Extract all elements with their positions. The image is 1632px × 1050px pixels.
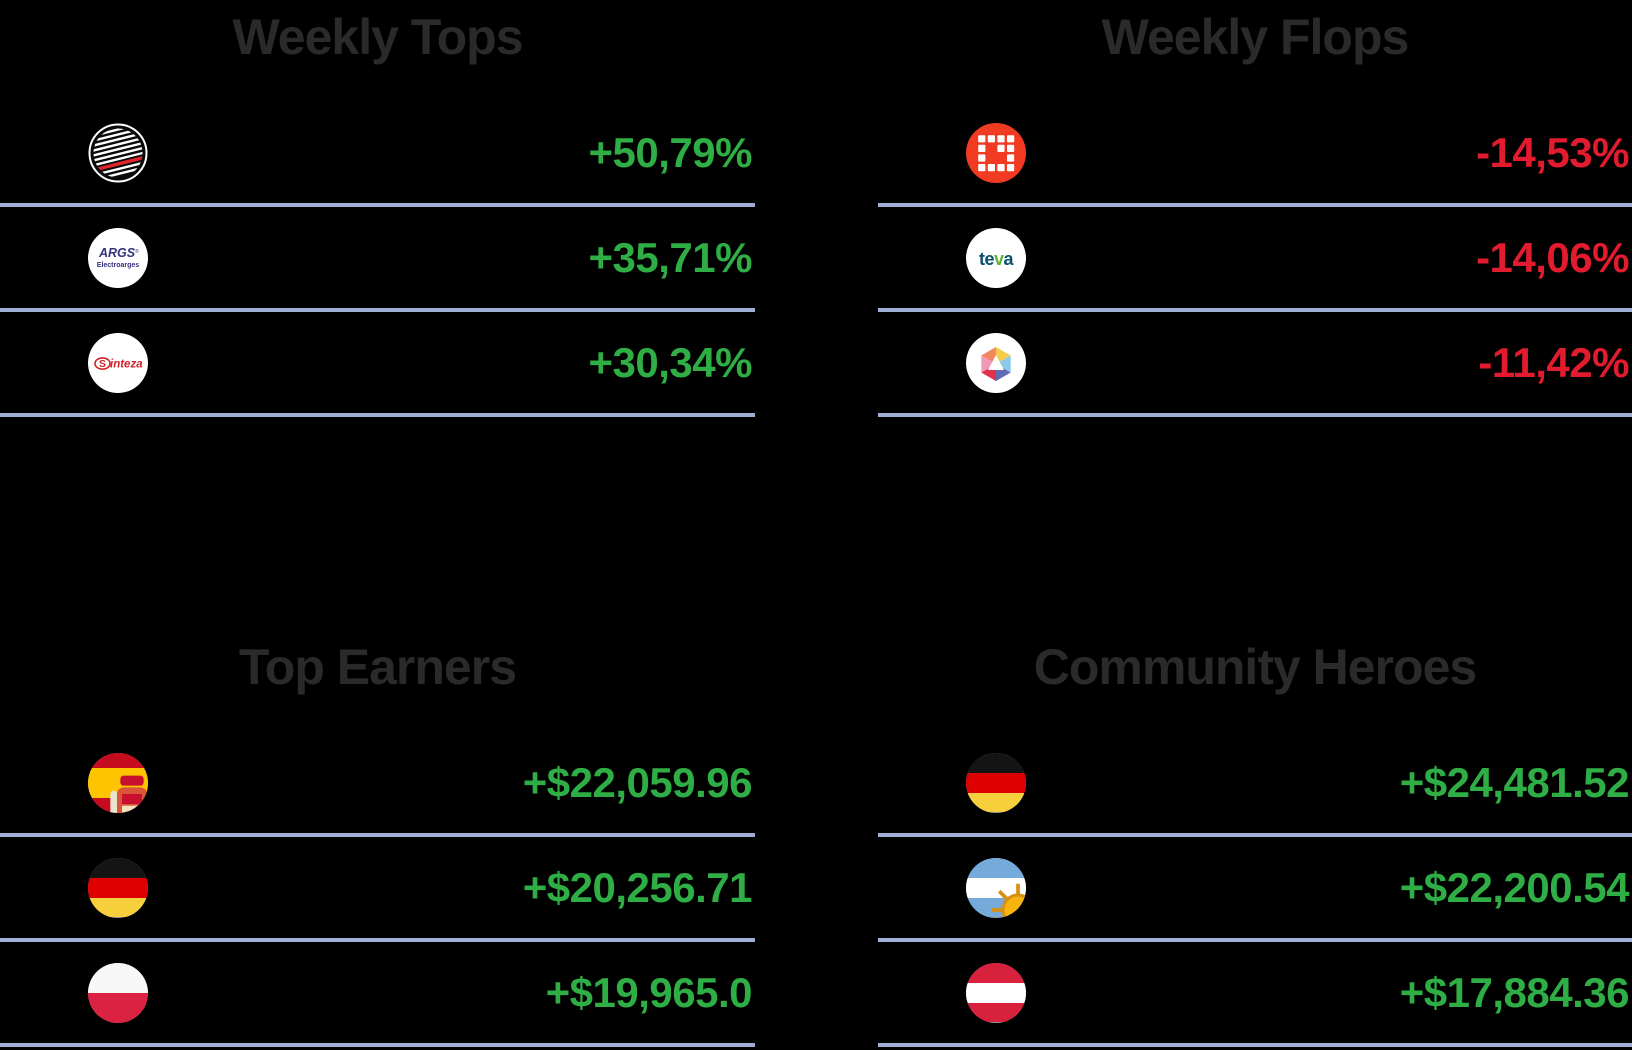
- change-value: -14,06%: [1476, 233, 1629, 281]
- germany-flag-icon: [88, 857, 148, 918]
- change-value: +$20,256.71: [522, 863, 753, 911]
- leaderboard-row[interactable]: +$19,965.0: [0, 942, 755, 1047]
- leaderboard-row[interactable]: -14,53%: [878, 102, 1632, 207]
- germany-flag-icon: [966, 752, 1026, 813]
- svg-text:ARGS: ARGS: [98, 246, 136, 260]
- poland-flag-icon: [88, 962, 148, 1023]
- argentina-flag-icon: [966, 857, 1026, 918]
- teva-logo-icon: teva: [966, 227, 1026, 288]
- weekly-tops-section: Weekly Tops +50,79% ARGS ® Electroarges +35,…: [0, 0, 755, 417]
- svg-text:Electroarges: Electroarges: [97, 262, 140, 269]
- red-grid-logo-icon: [966, 122, 1026, 183]
- spain-flag-icon: [88, 752, 148, 813]
- leaderboard-rows: +$24,481.52 +$22,200.54 +$17,884.36: [878, 732, 1632, 1047]
- weekly-flops-section: Weekly Flops -14,53% teva -14,06% -11,42%: [878, 0, 1632, 417]
- change-value: -11,42%: [1478, 338, 1629, 386]
- community-heroes-section: Community Heroes +$24,481.52 +$22,200.54 +…: [878, 630, 1632, 1047]
- change-value: -14,53%: [1476, 128, 1629, 176]
- prism-hexagon-logo-icon: [966, 332, 1026, 393]
- leaderboard-row[interactable]: +$22,200.54: [878, 837, 1632, 942]
- top-earners-section: Top Earners +$22,059.96 +$20,256.71 +$19,9…: [0, 630, 755, 1047]
- svg-text:S: S: [99, 358, 106, 370]
- leaderboard-row[interactable]: +$17,884.36: [878, 942, 1632, 1047]
- austria-flag-icon: [966, 962, 1026, 1023]
- svg-text:teva: teva: [979, 249, 1015, 269]
- electroarges-logo-icon: ARGS ® Electroarges: [88, 227, 148, 288]
- section-title: Top Earners: [238, 639, 517, 695]
- change-value: +35,71%: [588, 233, 753, 281]
- leaderboard-row[interactable]: +$22,059.96: [0, 732, 755, 837]
- leaderboard-row[interactable]: ARGS ® Electroarges +35,71%: [0, 207, 755, 312]
- section-title: Community Heroes: [1033, 639, 1477, 695]
- svg-text:®: ®: [135, 248, 139, 255]
- leaderboard-row[interactable]: +50,79%: [0, 102, 755, 207]
- section-title: Weekly Tops: [232, 9, 523, 65]
- change-value: +$22,200.54: [1399, 863, 1630, 911]
- leaderboard-row[interactable]: teva -14,06%: [878, 207, 1632, 312]
- leaderboard-row[interactable]: +$20,256.71: [0, 837, 755, 942]
- change-value: +30,34%: [588, 338, 753, 386]
- change-value: +$22,059.96: [522, 758, 753, 806]
- svg-text:inteza: inteza: [110, 358, 143, 370]
- leaderboard-rows: +$22,059.96 +$20,256.71 +$19,965.0: [0, 732, 755, 1047]
- globe-stripes-logo-icon: [88, 122, 148, 183]
- leaderboard-row[interactable]: -11,42%: [878, 312, 1632, 417]
- leaderboard-rows: -14,53% teva -14,06% -11,42%: [878, 102, 1632, 417]
- change-value: +$24,481.52: [1399, 758, 1630, 806]
- change-value: +50,79%: [588, 128, 753, 176]
- leaderboard-row[interactable]: +$24,481.52: [878, 732, 1632, 837]
- change-value: +$19,965.0: [545, 968, 753, 1016]
- section-title: Weekly Flops: [1101, 9, 1410, 65]
- change-value: +$17,884.36: [1399, 968, 1630, 1016]
